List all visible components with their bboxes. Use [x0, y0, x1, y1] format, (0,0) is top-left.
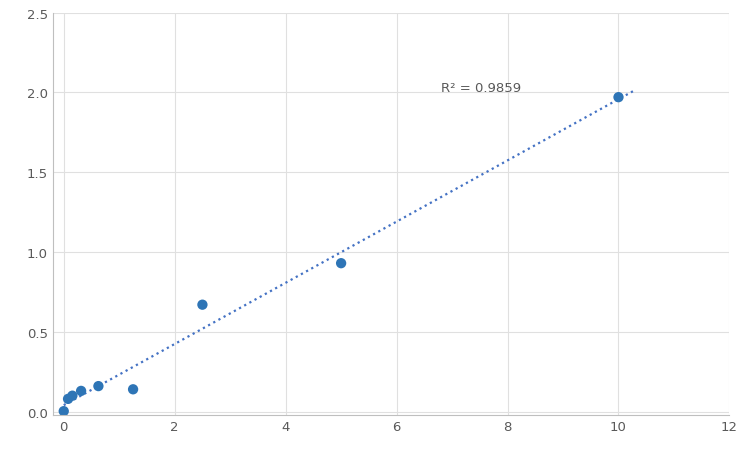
Point [335, 260, 347, 267]
Point [92, 382, 105, 390]
Point [66, 392, 78, 400]
Text: R² = 0.9859: R² = 0.9859 [441, 82, 521, 95]
Point [612, 94, 624, 101]
Point [196, 301, 208, 308]
Point [127, 386, 139, 393]
Point [75, 387, 87, 395]
Point [62, 396, 74, 403]
Point [58, 408, 70, 415]
